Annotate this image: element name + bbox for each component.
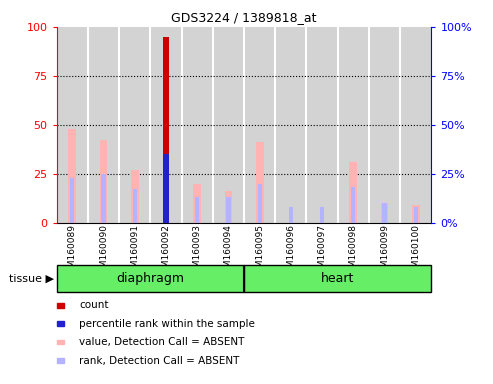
Bar — [244, 265, 431, 292]
Bar — [244, 27, 275, 223]
Title: GDS3224 / 1389818_at: GDS3224 / 1389818_at — [171, 11, 317, 24]
Bar — [119, 27, 150, 223]
Bar — [320, 207, 324, 223]
Bar — [350, 162, 357, 223]
Bar — [381, 203, 388, 223]
Bar — [57, 27, 88, 223]
Text: rank, Detection Call = ABSENT: rank, Detection Call = ABSENT — [79, 356, 239, 366]
Bar — [150, 27, 181, 223]
Bar — [351, 187, 355, 223]
Text: value, Detection Call = ABSENT: value, Detection Call = ABSENT — [79, 337, 244, 347]
Bar — [414, 207, 418, 223]
Bar — [226, 197, 231, 223]
Bar — [133, 189, 137, 223]
Bar — [289, 207, 293, 223]
Bar — [338, 27, 369, 223]
Bar — [181, 27, 213, 223]
Text: count: count — [79, 300, 108, 310]
Bar — [69, 129, 76, 223]
Bar — [257, 184, 262, 223]
Bar — [307, 27, 338, 223]
Bar — [213, 27, 244, 223]
Bar — [412, 205, 420, 223]
Bar — [400, 27, 431, 223]
Text: tissue ▶: tissue ▶ — [9, 273, 54, 283]
Bar — [70, 178, 74, 223]
Text: heart: heart — [321, 272, 354, 285]
Bar — [102, 174, 106, 223]
Bar — [100, 141, 107, 223]
Bar — [195, 197, 199, 223]
Bar — [163, 37, 169, 223]
Bar — [224, 191, 232, 223]
Bar — [163, 154, 169, 223]
Bar — [256, 142, 264, 223]
Bar — [369, 27, 400, 223]
Text: percentile rank within the sample: percentile rank within the sample — [79, 319, 255, 329]
Bar — [88, 27, 119, 223]
Bar — [193, 184, 201, 223]
Text: diaphragm: diaphragm — [116, 272, 184, 285]
Bar — [131, 170, 139, 223]
Bar — [275, 27, 307, 223]
Bar — [57, 265, 244, 292]
Bar — [383, 203, 387, 223]
